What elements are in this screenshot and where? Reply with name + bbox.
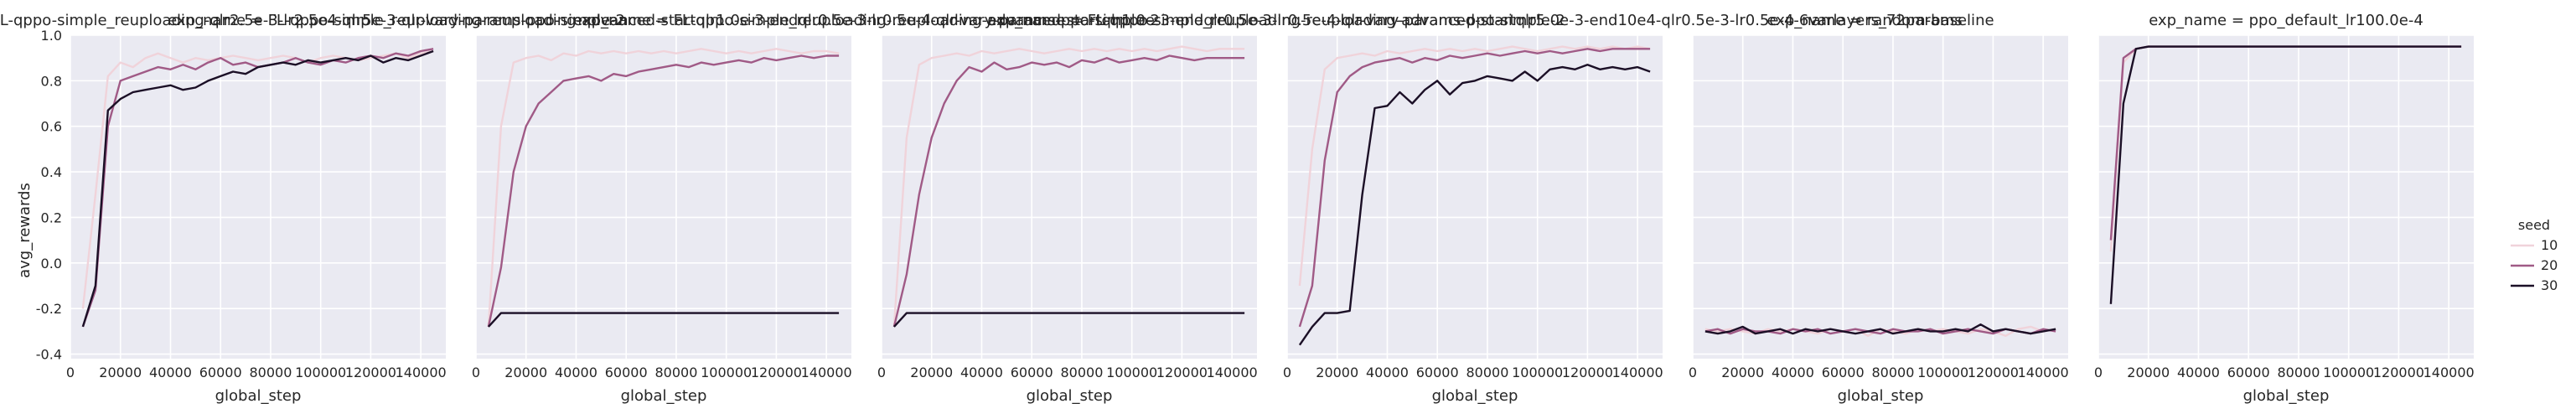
plot-background [70, 35, 446, 359]
series-line-seed-20 [487, 54, 840, 328]
x-tick-label: 60000 [605, 365, 648, 380]
series-line-seed-10 [892, 45, 1245, 327]
series-line-seed-30 [1704, 323, 2056, 335]
plot-background [476, 35, 851, 359]
panel-title: exp_name = FL-qppo-simple_reuploading-re… [573, 12, 1565, 29]
series-line-seed-30 [1298, 64, 1651, 346]
series-line-seed-20 [1298, 48, 1651, 328]
x-tick-label: 40000 [1366, 365, 1409, 380]
x-tick-label: 20000 [2127, 365, 2170, 380]
x-tick-label: 0 [1283, 365, 1291, 380]
x-tick-label: 140000 [801, 365, 852, 380]
plot-background [2098, 35, 2474, 359]
x-tick-label: 80000 [654, 365, 697, 380]
series-line-seed-30 [488, 312, 840, 328]
series-line-seed-30 [81, 49, 434, 328]
x-tick-label: 120000 [345, 365, 396, 380]
x-tick-label: 40000 [555, 365, 597, 380]
y-tick-label: -0.4 [36, 347, 62, 363]
y-tick-label: 0.6 [41, 119, 62, 135]
x-tick-label: 40000 [149, 365, 192, 380]
x-tick-label: 0 [66, 365, 75, 380]
x-tick-label: 20000 [99, 365, 142, 380]
x-tick-label: 80000 [1871, 365, 1914, 380]
panel: 0 20000 40000 60000 80000 100000120000140000e… [987, 12, 1962, 405]
x-tick-label: 120000 [1156, 365, 1208, 380]
x-tick-label: 0 [877, 365, 886, 380]
x-axis-label: global_step [215, 387, 302, 405]
x-tick-label: 140000 [396, 365, 447, 380]
x-tick-label: 120000 [2373, 365, 2424, 380]
x-axis-label: global_step [621, 387, 707, 405]
legend-label-20: 20 [2541, 257, 2558, 273]
x-tick-label: 100000 [701, 365, 752, 380]
x-tick-label: 60000 [1822, 365, 1865, 380]
panel: 0 20000 40000 60000 80000 100000120000140000e… [168, 12, 1160, 405]
y-tick-label: 0.0 [41, 256, 62, 272]
series-line-seed-10 [1298, 45, 1651, 287]
y-tick-label: 0.2 [41, 210, 62, 225]
series-line-seed-30 [2109, 45, 2462, 304]
y-axis-label: avg_rewards [16, 183, 34, 278]
x-tick-label: 100000 [1917, 365, 1968, 380]
x-tick-label: 20000 [504, 365, 547, 380]
x-tick-label: 20000 [1721, 365, 1764, 380]
x-tick-label: 60000 [1011, 365, 1053, 380]
x-tick-label: 100000 [1106, 365, 1157, 380]
y-tick-label: 1.0 [41, 28, 62, 44]
x-axis-label: global_step [2243, 387, 2330, 405]
panel-title: exp_name = FL-qppo-simple_reuploading-re… [168, 12, 1160, 29]
panel-title: exp_name = random-baseline [1766, 12, 1994, 29]
x-tick-label: 60000 [1416, 365, 1459, 380]
x-tick-label: 80000 [2277, 365, 2320, 380]
series-line-seed-10 [487, 48, 840, 327]
x-axis-label: global_step [1027, 387, 1113, 405]
x-tick-label: 60000 [199, 365, 242, 380]
x-tick-label: 80000 [249, 365, 292, 380]
x-tick-label: 140000 [1207, 365, 1258, 380]
legend-label-10: 10 [2541, 237, 2558, 253]
x-tick-label: 140000 [2423, 365, 2475, 380]
x-tick-label: 120000 [1968, 365, 2019, 380]
legend-title: seed [2518, 217, 2550, 233]
chart-panels: -0.4 -0.2 0.0 0.2 0.4 0.6 0.8 1.0 0 20000 40000 600… [0, 12, 2475, 405]
plot-background [882, 35, 1257, 359]
panel-title: exp_name = FL-qppo-simple_reuploading-ql… [0, 12, 625, 29]
x-tick-label: 0 [1689, 365, 1697, 380]
x-tick-label: 100000 [295, 365, 346, 380]
x-tick-label: 100000 [1512, 365, 1563, 380]
series-line-seed-30 [893, 312, 1245, 328]
legend-label-30: 30 [2541, 277, 2558, 293]
x-tick-label: 140000 [2018, 365, 2069, 380]
y-tick-label: 0.4 [41, 164, 62, 180]
x-tick-label: 120000 [751, 365, 802, 380]
legend: seed 10 20 30 [2511, 217, 2558, 293]
x-tick-label: 20000 [1316, 365, 1358, 380]
x-tick-label: 120000 [1562, 365, 1613, 380]
x-tick-label: 80000 [1466, 365, 1508, 380]
x-tick-label: 140000 [1612, 365, 1663, 380]
series-line-seed-20 [892, 54, 1245, 328]
x-tick-label: 20000 [910, 365, 953, 380]
x-axis-label: global_step [1432, 387, 1518, 405]
panel: -0.4 -0.2 0.0 0.2 0.4 0.6 0.8 1.0 0 20000 40000 600… [0, 12, 625, 405]
x-tick-label: 60000 [2227, 365, 2270, 380]
x-tick-label: 80000 [1060, 365, 1103, 380]
y-tick-label: 0.8 [41, 73, 62, 89]
panel-title: exp_name = ppo_default_lr100.0e-4 [2149, 12, 2423, 29]
x-tick-label: 40000 [1772, 365, 1814, 380]
x-tick-label: 0 [472, 365, 480, 380]
x-tick-label: 100000 [2323, 365, 2374, 380]
x-axis-label: global_step [1838, 387, 1924, 405]
plot-background [1693, 35, 2068, 359]
panel: 0 20000 40000 60000 80000 100000120000140000e… [573, 12, 1565, 405]
x-tick-label: 40000 [960, 365, 1003, 380]
x-tick-label: 0 [2094, 365, 2103, 380]
x-tick-label: 40000 [2177, 365, 2220, 380]
y-tick-label: -0.2 [36, 301, 62, 317]
panel-title: exp_name = FL-qppo-simple_reuploading-re… [987, 12, 1962, 29]
